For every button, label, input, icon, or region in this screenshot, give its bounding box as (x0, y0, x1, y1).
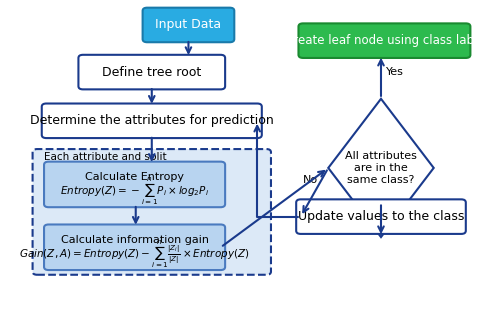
Text: $Entropy(Z) = -\sum_{i=1}^{n} P_i \times log_2 P_i$: $Entropy(Z) = -\sum_{i=1}^{n} P_i \times… (60, 176, 209, 207)
Text: Create leaf node using class label: Create leaf node using class label (284, 34, 484, 47)
Text: Each attribute and split: Each attribute and split (44, 152, 166, 162)
FancyBboxPatch shape (44, 224, 225, 270)
FancyBboxPatch shape (42, 104, 262, 138)
Text: Calculate Entropy: Calculate Entropy (85, 172, 184, 182)
Text: No: No (302, 176, 318, 185)
FancyBboxPatch shape (298, 23, 470, 58)
Text: Yes: Yes (386, 67, 404, 77)
FancyBboxPatch shape (142, 8, 234, 42)
FancyBboxPatch shape (44, 162, 225, 207)
Polygon shape (328, 99, 434, 237)
Text: Calculate information gain: Calculate information gain (60, 235, 208, 245)
Text: Input Data: Input Data (156, 18, 222, 31)
Text: Define tree root: Define tree root (102, 66, 202, 79)
Text: $Gain(Z,A) = Entropy(Z) - \sum_{i=1}^{n} \frac{|Z_i|}{|Z|} \times Entropy(Z)$: $Gain(Z,A) = Entropy(Z) - \sum_{i=1}^{n}… (20, 238, 250, 270)
Text: Determine the attributes for prediction: Determine the attributes for prediction (30, 114, 274, 127)
FancyBboxPatch shape (32, 149, 271, 275)
Text: Update values to the class: Update values to the class (298, 210, 464, 223)
FancyBboxPatch shape (296, 199, 466, 234)
Text: All attributes
are in the
same class?: All attributes are in the same class? (345, 151, 417, 184)
FancyBboxPatch shape (78, 55, 225, 89)
